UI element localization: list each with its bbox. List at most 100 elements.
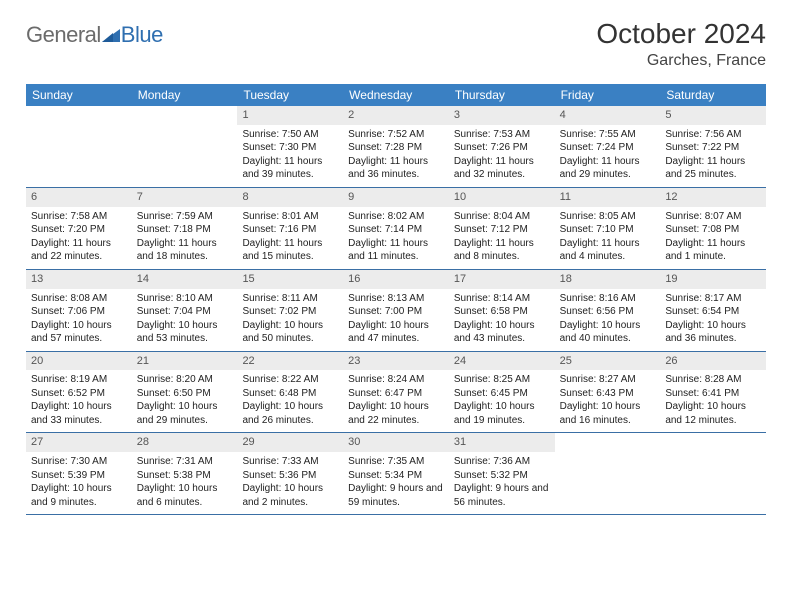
day-cell: 13Sunrise: 8:08 AMSunset: 7:06 PMDayligh… bbox=[26, 270, 132, 351]
sunrise-text: Sunrise: 8:02 AM bbox=[348, 210, 444, 224]
day-number: 13 bbox=[26, 270, 132, 289]
sunset-text: Sunset: 6:47 PM bbox=[348, 387, 444, 401]
day-body: Sunrise: 8:07 AMSunset: 7:08 PMDaylight:… bbox=[660, 207, 766, 269]
day-cell: 4Sunrise: 7:55 AMSunset: 7:24 PMDaylight… bbox=[555, 106, 661, 187]
sunset-text: Sunset: 7:28 PM bbox=[348, 141, 444, 155]
sunrise-text: Sunrise: 8:08 AM bbox=[31, 292, 127, 306]
day-body: Sunrise: 8:10 AMSunset: 7:04 PMDaylight:… bbox=[132, 289, 238, 351]
daylight-text: Daylight: 11 hours and 18 minutes. bbox=[137, 237, 233, 264]
day-number: 31 bbox=[449, 433, 555, 452]
sunrise-text: Sunrise: 7:55 AM bbox=[560, 128, 656, 142]
sunset-text: Sunset: 7:10 PM bbox=[560, 223, 656, 237]
daylight-text: Daylight: 10 hours and 57 minutes. bbox=[31, 319, 127, 346]
day-cell bbox=[660, 433, 766, 514]
day-number: 28 bbox=[132, 433, 238, 452]
day-number: 16 bbox=[343, 270, 449, 289]
day-cell: 3Sunrise: 7:53 AMSunset: 7:26 PMDaylight… bbox=[449, 106, 555, 187]
daylight-text: Daylight: 10 hours and 9 minutes. bbox=[31, 482, 127, 509]
day-cell bbox=[555, 433, 661, 514]
brand-blue: Blue bbox=[121, 22, 163, 47]
day-number: 3 bbox=[449, 106, 555, 125]
day-body: Sunrise: 8:01 AMSunset: 7:16 PMDaylight:… bbox=[237, 207, 343, 269]
sunrise-text: Sunrise: 7:36 AM bbox=[454, 455, 550, 469]
day-cell: 20Sunrise: 8:19 AMSunset: 6:52 PMDayligh… bbox=[26, 352, 132, 433]
sunset-text: Sunset: 7:30 PM bbox=[242, 141, 338, 155]
sunset-text: Sunset: 7:04 PM bbox=[137, 305, 233, 319]
sunset-text: Sunset: 6:50 PM bbox=[137, 387, 233, 401]
sunset-text: Sunset: 7:16 PM bbox=[242, 223, 338, 237]
day-number: 15 bbox=[237, 270, 343, 289]
day-cell: 28Sunrise: 7:31 AMSunset: 5:38 PMDayligh… bbox=[132, 433, 238, 514]
sunrise-text: Sunrise: 8:25 AM bbox=[454, 373, 550, 387]
sunrise-text: Sunrise: 8:13 AM bbox=[348, 292, 444, 306]
daylight-text: Daylight: 10 hours and 33 minutes. bbox=[31, 400, 127, 427]
sunrise-text: Sunrise: 8:10 AM bbox=[137, 292, 233, 306]
daylight-text: Daylight: 10 hours and 22 minutes. bbox=[348, 400, 444, 427]
day-number: 8 bbox=[237, 188, 343, 207]
day-number: 26 bbox=[660, 352, 766, 371]
day-cell: 31Sunrise: 7:36 AMSunset: 5:32 PMDayligh… bbox=[449, 433, 555, 514]
day-body: Sunrise: 8:17 AMSunset: 6:54 PMDaylight:… bbox=[660, 289, 766, 351]
day-body: Sunrise: 8:13 AMSunset: 7:00 PMDaylight:… bbox=[343, 289, 449, 351]
brand-general: General bbox=[26, 22, 101, 47]
sunrise-text: Sunrise: 8:20 AM bbox=[137, 373, 233, 387]
day-body: Sunrise: 8:27 AMSunset: 6:43 PMDaylight:… bbox=[555, 370, 661, 432]
day-cell: 19Sunrise: 8:17 AMSunset: 6:54 PMDayligh… bbox=[660, 270, 766, 351]
day-cell: 7Sunrise: 7:59 AMSunset: 7:18 PMDaylight… bbox=[132, 188, 238, 269]
daylight-text: Daylight: 10 hours and 2 minutes. bbox=[242, 482, 338, 509]
sunrise-text: Sunrise: 8:07 AM bbox=[665, 210, 761, 224]
day-body: Sunrise: 7:30 AMSunset: 5:39 PMDaylight:… bbox=[26, 452, 132, 514]
sunset-text: Sunset: 6:45 PM bbox=[454, 387, 550, 401]
sunrise-text: Sunrise: 7:52 AM bbox=[348, 128, 444, 142]
daylight-text: Daylight: 10 hours and 29 minutes. bbox=[137, 400, 233, 427]
calendar: Sunday Monday Tuesday Wednesday Thursday… bbox=[26, 84, 766, 515]
day-body: Sunrise: 7:56 AMSunset: 7:22 PMDaylight:… bbox=[660, 125, 766, 187]
weekday-header: Tuesday bbox=[237, 84, 343, 106]
day-number: 5 bbox=[660, 106, 766, 125]
day-body: Sunrise: 7:36 AMSunset: 5:32 PMDaylight:… bbox=[449, 452, 555, 514]
day-body: Sunrise: 8:22 AMSunset: 6:48 PMDaylight:… bbox=[237, 370, 343, 432]
sunrise-text: Sunrise: 8:14 AM bbox=[454, 292, 550, 306]
sunset-text: Sunset: 6:43 PM bbox=[560, 387, 656, 401]
sunset-text: Sunset: 6:56 PM bbox=[560, 305, 656, 319]
day-cell: 22Sunrise: 8:22 AMSunset: 6:48 PMDayligh… bbox=[237, 352, 343, 433]
daylight-text: Daylight: 11 hours and 11 minutes. bbox=[348, 237, 444, 264]
day-body: Sunrise: 8:02 AMSunset: 7:14 PMDaylight:… bbox=[343, 207, 449, 269]
sunrise-text: Sunrise: 8:27 AM bbox=[560, 373, 656, 387]
weekday-row: Sunday Monday Tuesday Wednesday Thursday… bbox=[26, 84, 766, 106]
day-body: Sunrise: 8:14 AMSunset: 6:58 PMDaylight:… bbox=[449, 289, 555, 351]
day-body: Sunrise: 7:52 AMSunset: 7:28 PMDaylight:… bbox=[343, 125, 449, 187]
day-cell: 26Sunrise: 8:28 AMSunset: 6:41 PMDayligh… bbox=[660, 352, 766, 433]
day-body: Sunrise: 8:11 AMSunset: 7:02 PMDaylight:… bbox=[237, 289, 343, 351]
daylight-text: Daylight: 11 hours and 1 minute. bbox=[665, 237, 761, 264]
sunset-text: Sunset: 7:14 PM bbox=[348, 223, 444, 237]
daylight-text: Daylight: 10 hours and 40 minutes. bbox=[560, 319, 656, 346]
day-cell: 18Sunrise: 8:16 AMSunset: 6:56 PMDayligh… bbox=[555, 270, 661, 351]
day-cell: 6Sunrise: 7:58 AMSunset: 7:20 PMDaylight… bbox=[26, 188, 132, 269]
sunset-text: Sunset: 6:58 PM bbox=[454, 305, 550, 319]
day-number: 6 bbox=[26, 188, 132, 207]
day-body: Sunrise: 7:59 AMSunset: 7:18 PMDaylight:… bbox=[132, 207, 238, 269]
title-block: October 2024 Garches, France bbox=[596, 18, 766, 70]
day-body: Sunrise: 8:19 AMSunset: 6:52 PMDaylight:… bbox=[26, 370, 132, 432]
day-cell: 27Sunrise: 7:30 AMSunset: 5:39 PMDayligh… bbox=[26, 433, 132, 514]
day-number: 11 bbox=[555, 188, 661, 207]
sunset-text: Sunset: 6:48 PM bbox=[242, 387, 338, 401]
day-body: Sunrise: 8:28 AMSunset: 6:41 PMDaylight:… bbox=[660, 370, 766, 432]
daylight-text: Daylight: 10 hours and 53 minutes. bbox=[137, 319, 233, 346]
sunset-text: Sunset: 6:52 PM bbox=[31, 387, 127, 401]
sunset-text: Sunset: 6:54 PM bbox=[665, 305, 761, 319]
sunrise-text: Sunrise: 7:33 AM bbox=[242, 455, 338, 469]
day-cell: 12Sunrise: 8:07 AMSunset: 7:08 PMDayligh… bbox=[660, 188, 766, 269]
day-cell: 25Sunrise: 8:27 AMSunset: 6:43 PMDayligh… bbox=[555, 352, 661, 433]
day-cell bbox=[132, 106, 238, 187]
daylight-text: Daylight: 11 hours and 22 minutes. bbox=[31, 237, 127, 264]
day-body: Sunrise: 8:16 AMSunset: 6:56 PMDaylight:… bbox=[555, 289, 661, 351]
sunset-text: Sunset: 7:22 PM bbox=[665, 141, 761, 155]
day-body: Sunrise: 8:08 AMSunset: 7:06 PMDaylight:… bbox=[26, 289, 132, 351]
sunrise-text: Sunrise: 8:17 AM bbox=[665, 292, 761, 306]
day-number: 12 bbox=[660, 188, 766, 207]
sunset-text: Sunset: 7:08 PM bbox=[665, 223, 761, 237]
sunset-text: Sunset: 7:26 PM bbox=[454, 141, 550, 155]
day-cell: 2Sunrise: 7:52 AMSunset: 7:28 PMDaylight… bbox=[343, 106, 449, 187]
